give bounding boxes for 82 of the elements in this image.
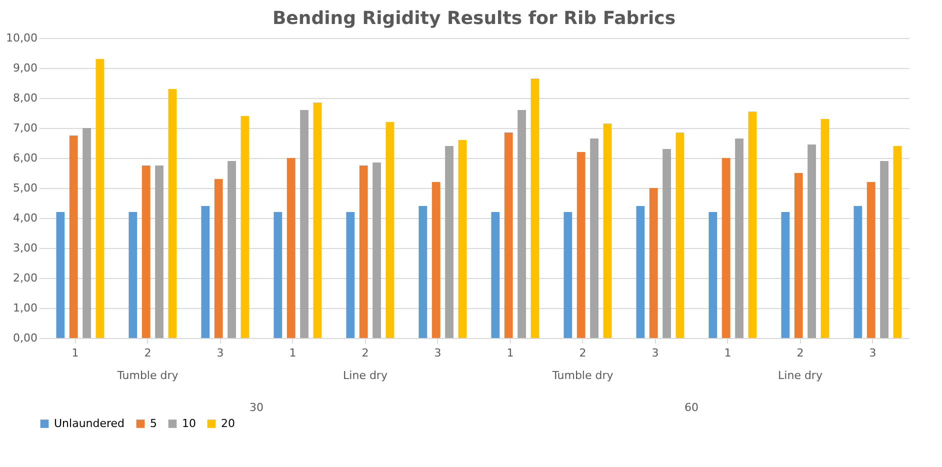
bar: [735, 138, 744, 338]
bar: [432, 182, 440, 338]
bar: [346, 212, 355, 338]
x-tick-label: 3: [434, 346, 442, 360]
bar: [504, 132, 513, 338]
bar: [491, 212, 500, 338]
y-tick-label: 0,00: [13, 332, 38, 344]
bar: [820, 119, 830, 338]
bar: [458, 140, 467, 338]
bar: [96, 59, 104, 338]
bar: [893, 146, 902, 338]
y-tick-label: 4,00: [13, 212, 38, 224]
bar: [880, 161, 888, 338]
y-tick-label: 6,00: [13, 152, 38, 164]
bar: [781, 212, 790, 338]
bar: [590, 138, 598, 338]
text: Tumble dry: [551, 369, 614, 382]
y-tick-label: 2,00: [13, 272, 38, 284]
chart-title: Bending Rigidity Results for Rib Fabrics: [272, 8, 676, 29]
x-tick-label: 1: [289, 346, 296, 360]
x-tick-label: 3: [869, 346, 876, 360]
legend-label: Unlaundered: [54, 416, 125, 430]
bar: [128, 212, 138, 338]
bar: [866, 182, 876, 338]
legend-label: 20: [221, 416, 235, 430]
x-tick-label: 3: [652, 346, 659, 360]
bar: [313, 102, 322, 338]
bar: [794, 173, 803, 338]
x-tick-label: 1: [506, 346, 514, 360]
text: Tumble dry: [116, 369, 179, 382]
bar: [214, 179, 223, 338]
bar: [708, 212, 718, 338]
bar: [142, 166, 150, 338]
bar: [530, 78, 540, 338]
text: Line dry: [778, 369, 823, 382]
legend-label: 5: [150, 416, 157, 430]
bar: [603, 124, 612, 338]
bar: [300, 110, 308, 338]
x-tick-label: 2: [144, 346, 152, 360]
text: Line dry: [343, 369, 388, 382]
bar: [386, 122, 394, 338]
legend-label: 10: [182, 416, 196, 430]
bar: [722, 158, 730, 338]
y-tick-label: 9,00: [13, 62, 38, 74]
x-tick-label: 1: [724, 346, 732, 360]
x-tick-label: 3: [216, 346, 224, 360]
bar: [662, 149, 671, 338]
bar: [359, 166, 368, 338]
x-tick-label: 2: [362, 346, 369, 360]
y-tick-label: 10,00: [6, 32, 38, 44]
bar: [564, 212, 572, 338]
bar: [854, 206, 862, 338]
bar: [676, 132, 684, 338]
text: 30: [250, 401, 264, 414]
y-tick-label: 5,00: [13, 182, 38, 194]
bar: [518, 110, 526, 338]
bar: [228, 161, 236, 338]
bar: [168, 89, 177, 338]
y-tick-label: 7,00: [13, 122, 38, 134]
x-tick-label: 1: [72, 346, 79, 360]
x-tick-label: 2: [579, 346, 586, 360]
y-tick-label: 3,00: [13, 242, 38, 254]
bar: [240, 116, 250, 338]
x-tick-label: 2: [796, 346, 804, 360]
bar: [82, 128, 91, 338]
bar: [274, 212, 282, 338]
y-tick-label: 8,00: [13, 92, 38, 104]
bar: [286, 158, 296, 338]
bar: [748, 112, 757, 338]
bar: [576, 152, 586, 338]
bar: [445, 146, 454, 338]
text: 60: [684, 401, 698, 414]
bar: [808, 144, 816, 338]
bar: [636, 206, 645, 338]
bar: [201, 206, 210, 338]
bar: [649, 188, 658, 338]
bar: [372, 162, 381, 338]
bar: [56, 212, 65, 338]
bar: [69, 136, 78, 338]
y-tick-label: 1,00: [13, 302, 38, 314]
bar: [418, 206, 428, 338]
bar: [155, 166, 164, 338]
